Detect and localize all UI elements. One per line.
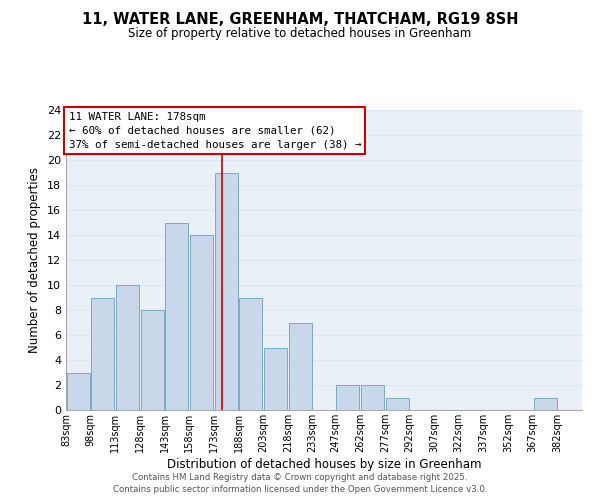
Bar <box>337 385 359 410</box>
Text: Size of property relative to detached houses in Greenham: Size of property relative to detached ho… <box>128 28 472 40</box>
Bar <box>386 398 409 410</box>
Bar <box>215 172 238 410</box>
Bar <box>239 298 262 410</box>
Bar <box>91 298 115 410</box>
Bar <box>116 285 139 410</box>
Text: Contains HM Land Registry data © Crown copyright and database right 2025.: Contains HM Land Registry data © Crown c… <box>132 472 468 482</box>
Bar <box>190 235 213 410</box>
X-axis label: Distribution of detached houses by size in Greenham: Distribution of detached houses by size … <box>167 458 481 471</box>
Bar <box>264 348 287 410</box>
Y-axis label: Number of detached properties: Number of detached properties <box>28 167 41 353</box>
Text: Contains public sector information licensed under the Open Government Licence v3: Contains public sector information licen… <box>113 485 487 494</box>
Text: 11, WATER LANE, GREENHAM, THATCHAM, RG19 8SH: 11, WATER LANE, GREENHAM, THATCHAM, RG19… <box>82 12 518 28</box>
Bar <box>166 222 188 410</box>
Bar <box>289 322 311 410</box>
Bar <box>67 372 90 410</box>
Text: 11 WATER LANE: 178sqm
← 60% of detached houses are smaller (62)
37% of semi-deta: 11 WATER LANE: 178sqm ← 60% of detached … <box>68 112 361 150</box>
Bar <box>141 310 164 410</box>
Bar <box>361 385 384 410</box>
Bar <box>533 398 557 410</box>
